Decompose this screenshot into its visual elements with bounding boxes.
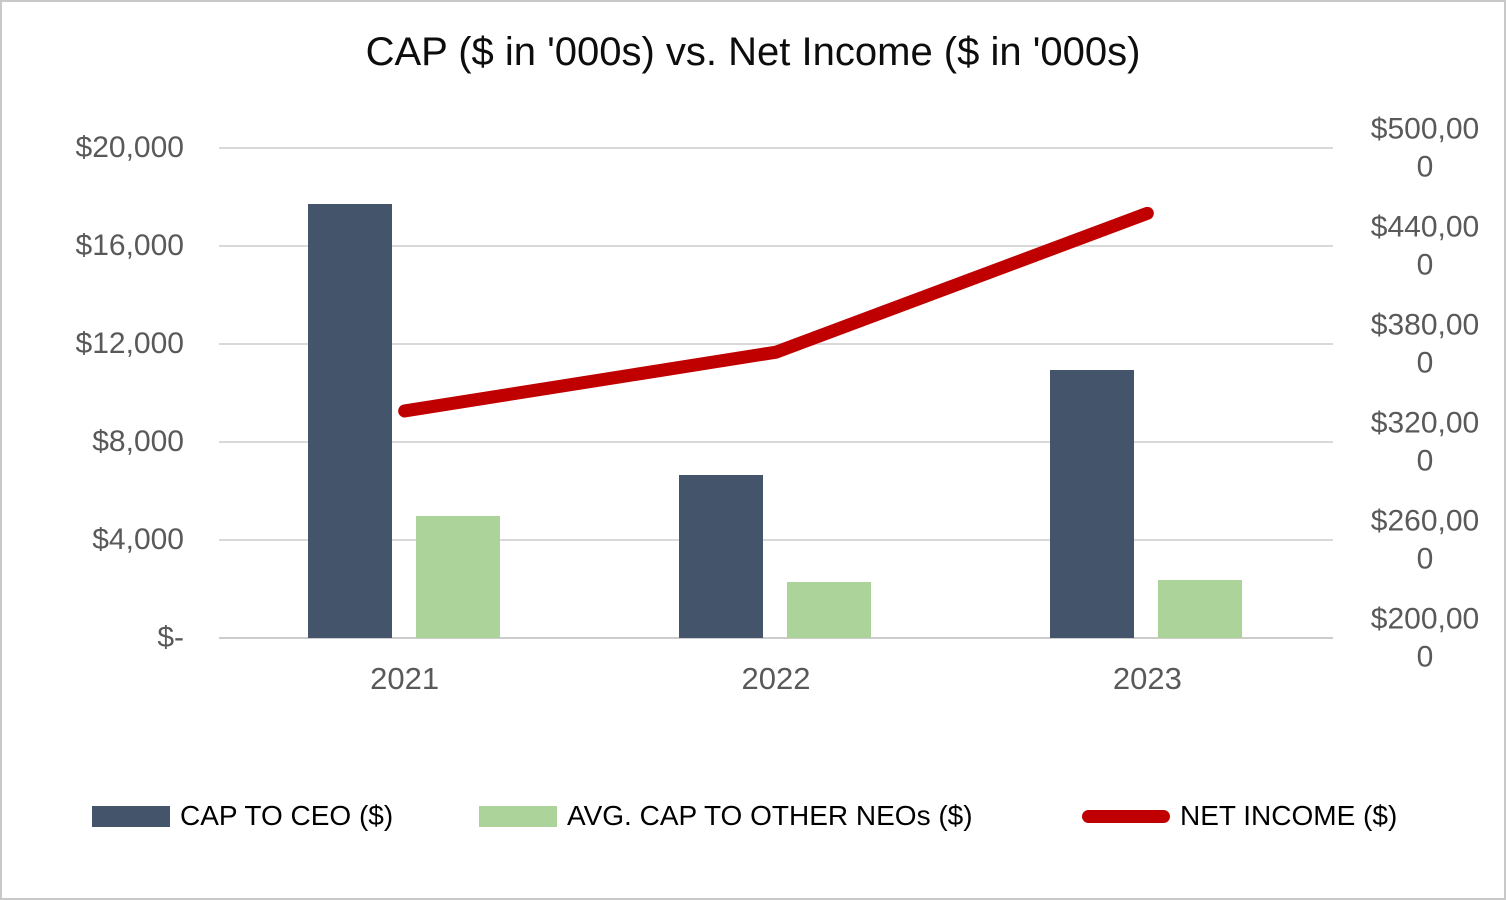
bar [1158,580,1243,638]
x-axis-label: 2022 [741,661,811,696]
bar [1050,369,1135,638]
left-axis-tick-label: $8,000 [92,425,184,458]
legend-item-avg-cap-to-other-neos: AVG. CAP TO OTHER NEOs ($) [479,800,973,831]
right-axis-tick-label: $500,00 0 [1370,112,1480,184]
legend-item-net-income: NET INCOME ($) [1082,800,1398,831]
legend-label-cap-to-ceo: CAP TO CEO ($) [180,800,394,831]
bar [679,475,763,638]
chart-title: CAP ($ in '000s) vs. Net Income ($ in '0… [365,30,1141,74]
right-axis-tick-label: $260,00 0 [1370,504,1480,576]
left-axis-tick-label: $4,000 [92,523,184,556]
legend-swatch-avg-cap-to-other-neos [479,805,557,827]
legend-label-net-income: NET INCOME ($) [1180,800,1398,831]
right-axis-tick-label: $440,00 0 [1370,210,1480,282]
bar [415,515,500,638]
x-axis-label: 2021 [370,661,440,696]
bar [307,204,392,638]
x-axis-line [219,637,1333,639]
gridline [219,539,1333,541]
legend-swatch-cap-to-ceo [92,805,170,827]
legend-label-avg-cap-to-other-neos: AVG. CAP TO OTHER NEOs ($) [567,800,973,831]
left-axis-tick-label: $12,000 [75,327,184,360]
right-axis-tick-label: $320,00 0 [1370,406,1480,478]
bar [787,581,871,638]
left-axis-tick-label: $16,000 [75,229,184,262]
gridline [219,147,1333,149]
x-axis-label: 2023 [1112,661,1182,696]
legend-swatch-net-income-line [1082,809,1170,823]
right-axis-tick-label: $380,00 0 [1370,308,1480,380]
legend-item-cap-to-ceo: CAP TO CEO ($) [92,800,394,831]
gridline [219,441,1333,443]
left-axis-tick-label: $20,000 [75,131,184,164]
right-axis-tick-label: $200,00 0 [1370,602,1480,674]
left-axis-tick-label: $- [157,621,184,654]
